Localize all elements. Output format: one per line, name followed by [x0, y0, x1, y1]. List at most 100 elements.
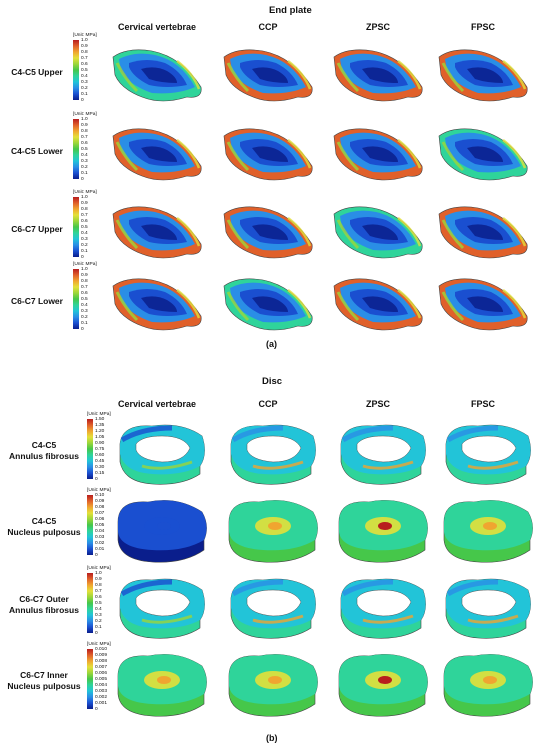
legend-tick: 0.009	[95, 653, 108, 658]
legend-tick: 0.9	[95, 577, 102, 582]
legend-tick: 0.3	[81, 80, 88, 85]
part-b-row-label: C4-C5 Annulus fibrosus	[4, 440, 84, 462]
part-a-endplate-panel	[433, 39, 533, 114]
legend-tick: 0.7	[81, 285, 88, 290]
legend-tick: 0.008	[95, 659, 108, 664]
legend-tick: 0.8	[81, 50, 88, 55]
legend-tick: 0.10	[95, 493, 105, 498]
legend-tick: 0.5	[81, 297, 88, 302]
legend-tick: 0.2	[81, 243, 88, 248]
part-b-caption: (b)	[266, 733, 278, 743]
legend-tick: 1.0	[81, 117, 88, 122]
legend-tick: 0.004	[95, 683, 108, 688]
part-b-legend-2: [Unit: MPa] 1.0 0.9 0.8 0.7 0.6 0.5 0.4 0.3 0.2 0.…	[87, 566, 117, 638]
legend-unit: [Unit: MPa]	[73, 112, 97, 117]
legend-tick: 0.90	[95, 441, 105, 446]
part-b-disc-panel	[438, 644, 538, 727]
legend-tick: 0.02	[95, 541, 105, 546]
legend-unit: [Unit: MPa]	[73, 33, 97, 38]
part-a-endplate-panel	[218, 118, 318, 193]
legend-tick: 0.8	[81, 279, 88, 284]
legend-tick: 0.8	[81, 129, 88, 134]
part-a-endplate-panel	[328, 39, 428, 114]
part-a-endplate-panel	[107, 118, 207, 193]
part-a-endplate-panel	[328, 118, 428, 193]
legend-colorbar	[87, 573, 93, 633]
legend-tick: 0.05	[95, 523, 105, 528]
part-a-endplate-panel	[328, 196, 428, 271]
part-a-endplate-panel	[328, 268, 428, 343]
part-b-disc-panel	[223, 490, 323, 573]
legend-tick: 0	[95, 553, 98, 558]
legend-tick: 0.1	[81, 171, 88, 176]
part-b-column-header: Cervical vertebrae	[117, 399, 197, 409]
legend-tick: 0.6	[81, 219, 88, 224]
part-b-disc-panel	[223, 644, 323, 727]
part-b-disc-panel	[438, 568, 538, 651]
row-label-line2: Nucleus pulposus	[7, 681, 81, 691]
legend-tick: 0.30	[95, 465, 105, 470]
legend-colorbar	[87, 495, 93, 555]
part-a-legend-3: [Unit: MPa] 1.0 0.9 0.8 0.7 0.6 0.5 0.4 0.3 0.2 0.…	[73, 262, 103, 334]
legend-tick: 0.6	[81, 291, 88, 296]
legend-tick: 0.3	[81, 309, 88, 314]
legend-tick: 1.35	[95, 423, 105, 428]
part-b-disc-panel	[333, 414, 433, 497]
legend-tick: 1.0	[81, 195, 88, 200]
part-b-row-label: C6-C7 Inner Nucleus pulposus	[4, 670, 84, 692]
part-a-column-header: CCP	[258, 22, 278, 32]
row-label-line2: Nucleus pulposus	[7, 527, 81, 537]
part-a-row-label: C4-C5 Upper	[11, 67, 63, 77]
part-b-disc-panel	[112, 414, 212, 497]
legend-tick: 0.09	[95, 499, 105, 504]
legend-tick: 0.6	[95, 595, 102, 600]
row-label-line1: C6-C7 Outer	[19, 594, 69, 604]
part-a-endplate-panel	[107, 268, 207, 343]
part-a-endplate-panel	[433, 268, 533, 343]
legend-colorbar	[87, 419, 93, 479]
legend-tick: 0.5	[81, 68, 88, 73]
legend-tick: 0.04	[95, 529, 105, 534]
legend-tick: 0.2	[81, 165, 88, 170]
legend-tick: 0.7	[81, 56, 88, 61]
legend-tick: 0.010	[95, 647, 108, 652]
legend-tick: 0.4	[81, 74, 88, 79]
legend-tick: 1.0	[95, 571, 102, 576]
legend-tick: 0.2	[81, 315, 88, 320]
legend-tick: 0.4	[95, 607, 102, 612]
part-b-disc-panel	[438, 414, 538, 497]
legend-tick: 0.5	[81, 147, 88, 152]
legend-colorbar	[73, 197, 79, 257]
legend-tick: 0.1	[81, 249, 88, 254]
part-a-row-label: C4-C5 Lower	[11, 146, 63, 156]
row-label-line1: C6-C7 Inner	[20, 670, 68, 680]
part-b-disc-panel	[223, 568, 323, 651]
part-b-row-label: C4-C5 Nucleus pulposus	[4, 516, 84, 538]
legend-tick: 0.9	[81, 44, 88, 49]
part-b-column-header: ZPSC	[365, 399, 390, 409]
part-b-disc-panel	[438, 490, 538, 573]
part-b-column-header: FPSC	[470, 399, 495, 409]
legend-colorbar	[73, 119, 79, 179]
legend-tick: 0.7	[81, 135, 88, 140]
legend-tick: 0.9	[81, 123, 88, 128]
legend-tick: 1.20	[95, 429, 105, 434]
part-a-endplate-panel	[433, 196, 533, 271]
legend-tick: 0.1	[95, 625, 102, 630]
legend-colorbar	[87, 649, 93, 709]
legend-tick: 0.3	[81, 237, 88, 242]
part-b-disc-panel	[333, 490, 433, 573]
part-a-endplate-panel	[218, 39, 318, 114]
row-label-line1: C4-C5	[31, 440, 57, 450]
legend-tick: 0.45	[95, 459, 105, 464]
part-a-legend-1: [Unit: MPa] 1.0 0.9 0.8 0.7 0.6 0.5 0.4 0.3 0.2 0.…	[73, 112, 103, 184]
legend-tick: 0.07	[95, 511, 105, 516]
part-a-endplate-panel	[218, 196, 318, 271]
legend-tick: 0.003	[95, 689, 108, 694]
legend-tick: 0.007	[95, 665, 108, 670]
part-a-column-header: FPSC	[470, 22, 495, 32]
part-b-legend-0: [Unit: MPa] 1.50 1.35 1.20 1.05 0.90 0.75 0.60 0…	[87, 412, 117, 484]
legend-tick: 0	[95, 631, 98, 636]
part-b-disc-panel	[112, 490, 212, 573]
legend-tick: 0.4	[81, 303, 88, 308]
